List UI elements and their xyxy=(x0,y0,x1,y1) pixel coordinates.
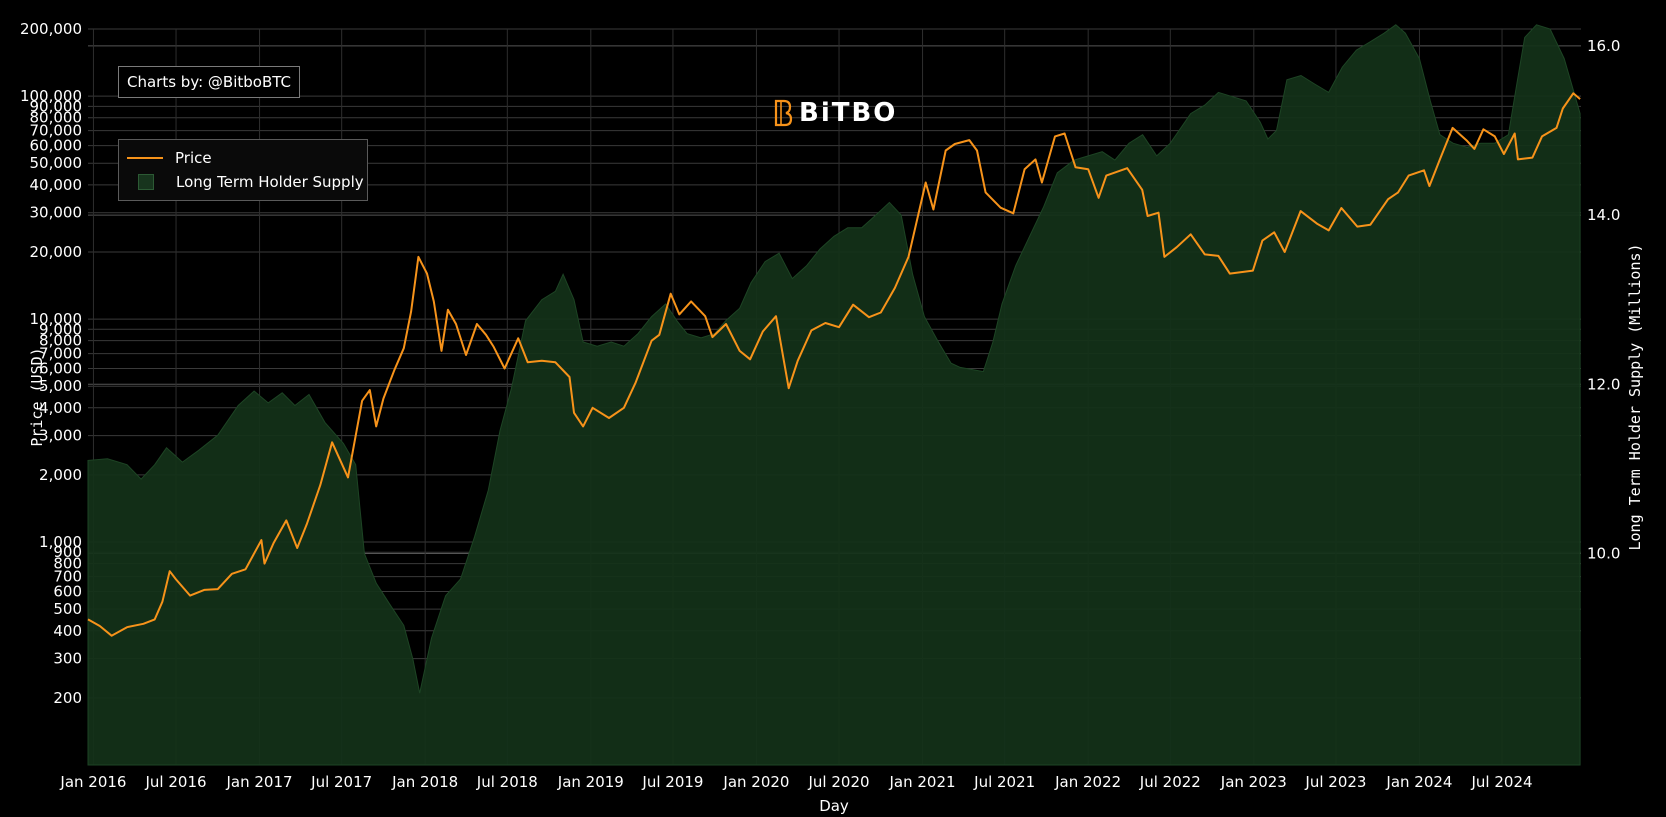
x-tick-label: Jul 2019 xyxy=(641,773,703,791)
left-tick-label: 800 xyxy=(53,555,82,573)
x-tick-label: Jul 2020 xyxy=(808,773,870,791)
x-tick-label: Jul 2016 xyxy=(145,773,207,791)
left-tick-label: 4,000 xyxy=(39,399,82,417)
left-tick-label: 80,000 xyxy=(30,109,83,127)
left-tick-label: 9,000 xyxy=(39,320,82,338)
x-axis-title: Day xyxy=(819,797,849,815)
left-axis-title: Price (USD) xyxy=(28,347,46,446)
legend-swatch-price xyxy=(127,157,163,159)
right-tick-label: 16.0 xyxy=(1587,37,1620,55)
supply-area xyxy=(87,24,1581,766)
legend-label-supply: Long Term Holder Supply xyxy=(176,173,364,191)
price-line-layer xyxy=(87,92,1581,637)
left-tick-label: 60,000 xyxy=(30,137,83,155)
x-tick-label: Jan 2018 xyxy=(391,773,458,791)
left-tick-label: 600 xyxy=(53,583,82,601)
legend: Price Long Term Holder Supply xyxy=(118,139,368,201)
right-axis-ticks: 10.0 12.0 14.0 16.0 xyxy=(1587,37,1620,563)
x-tick-label: Jul 2022 xyxy=(1139,773,1201,791)
x-tick-label: Jul 2024 xyxy=(1471,773,1533,791)
right-tick-label: 14.0 xyxy=(1587,206,1620,224)
left-tick-label: 7,000 xyxy=(39,345,82,363)
left-tick-label: 70,000 xyxy=(30,122,83,140)
left-tick-label: 40,000 xyxy=(30,176,83,194)
watermark: BiTBO xyxy=(773,98,897,128)
legend-label-price: Price xyxy=(175,149,212,167)
x-tick-label: Jan 2016 xyxy=(59,773,126,791)
left-tick-label: 10,000 xyxy=(30,310,83,328)
x-tick-label: Jan 2020 xyxy=(722,773,789,791)
x-tick-label: Jan 2022 xyxy=(1054,773,1121,791)
x-tick-label: Jan 2019 xyxy=(557,773,624,791)
x-tick-label: Jan 2017 xyxy=(225,773,292,791)
x-tick-label: Jul 2023 xyxy=(1304,773,1366,791)
x-tick-label: Jan 2023 xyxy=(1220,773,1287,791)
left-tick-label: 700 xyxy=(53,568,82,586)
credit-text: Charts by: @BitboBTC xyxy=(127,73,292,91)
left-tick-label: 200,000 xyxy=(20,20,82,38)
x-tick-label: Jul 2017 xyxy=(310,773,372,791)
right-tick-label: 12.0 xyxy=(1587,375,1620,393)
left-tick-label: 8,000 xyxy=(39,332,82,350)
credit-box[interactable]: Charts by: @BitboBTC xyxy=(118,66,301,98)
price-line xyxy=(87,92,1581,637)
x-tick-label: Jul 2018 xyxy=(476,773,538,791)
left-tick-label: 5,000 xyxy=(39,377,82,395)
left-tick-label: 30,000 xyxy=(30,204,83,222)
left-tick-label: 1,000 xyxy=(39,533,82,551)
left-tick-label: 900 xyxy=(53,543,82,561)
right-tick-label: 10.0 xyxy=(1587,545,1620,563)
left-tick-label: 50,000 xyxy=(30,154,83,172)
left-tick-label: 90,000 xyxy=(30,97,83,115)
bitbo-logo-icon xyxy=(774,99,793,127)
left-tick-label: 500 xyxy=(53,600,82,618)
left-tick-label: 400 xyxy=(53,622,82,640)
x-tick-label: Jul 2021 xyxy=(973,773,1035,791)
left-tick-label: 300 xyxy=(53,650,82,668)
left-tick-label: 3,000 xyxy=(39,427,82,445)
supply-area-layer xyxy=(87,24,1581,766)
left-tick-label: 20,000 xyxy=(30,243,83,261)
left-tick-label: 200 xyxy=(53,689,82,707)
x-tick-label: Jan 2024 xyxy=(1385,773,1452,791)
left-tick-label: 2,000 xyxy=(39,466,82,484)
legend-item-price[interactable]: Price xyxy=(119,147,212,169)
legend-item-supply[interactable]: Long Term Holder Supply xyxy=(119,171,364,193)
legend-swatch-supply xyxy=(138,174,154,190)
left-tick-label: 100,000 xyxy=(20,87,82,105)
right-axis-title: Long Term Holder Supply (Millions) xyxy=(1626,243,1644,550)
left-tick-label: 6,000 xyxy=(39,360,82,378)
x-axis-ticks: Jan 2016 Jul 2016 Jan 2017 Jul 2017 Jan 2018… xyxy=(59,773,1532,791)
watermark-brand: BiTBO xyxy=(799,98,898,128)
x-tick-label: Jan 2021 xyxy=(888,773,955,791)
